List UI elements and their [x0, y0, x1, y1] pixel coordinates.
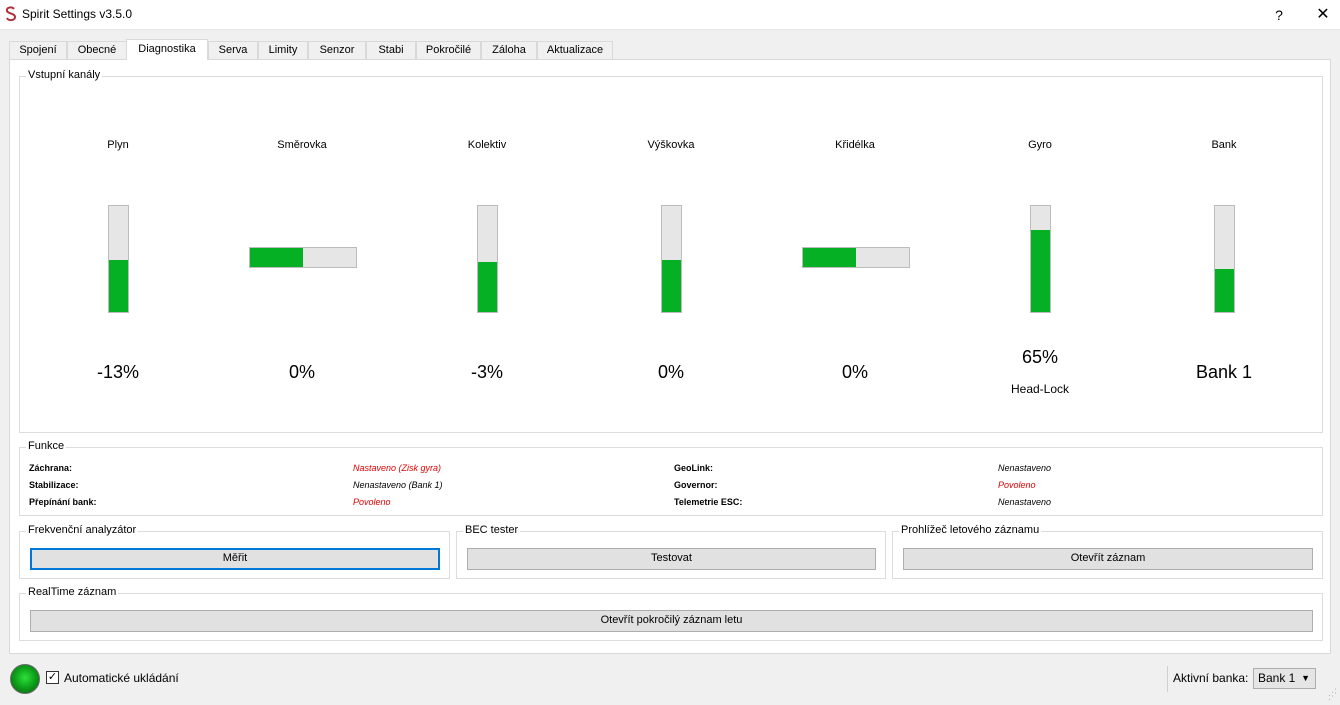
- rudder-bar: [249, 247, 357, 268]
- realtime-log-group: RealTime záznam Otevřít pokročilý záznam…: [19, 586, 1323, 641]
- bank-bar: [1214, 205, 1235, 313]
- flight-log-viewer-group: Prohlížeč letového záznamu Otevřít zázna…: [892, 524, 1323, 579]
- channel-value-bank: Bank 1: [1195, 362, 1253, 382]
- throttle-bar: [108, 205, 129, 313]
- flight-log-viewer-title: Prohlížeč letového záznamu: [899, 524, 1042, 536]
- autosave-label[interactable]: Automatické ukládání: [64, 671, 179, 685]
- elevator-bar-fill: [662, 260, 681, 312]
- function-value-rescue: Nastaveno (Zisk gyra): [353, 463, 442, 473]
- function-label-rescue: Záchrana:: [29, 463, 73, 473]
- function-label-bank-switching: Přepínání bank:: [29, 497, 97, 507]
- open-advanced-log-button[interactable]: Otevřít pokročilý záznam letu: [30, 610, 1313, 632]
- aileron-bar: [802, 247, 910, 268]
- channel-label-bank: Bank: [1211, 139, 1237, 151]
- channel-value-kridelka: 0%: [841, 362, 868, 382]
- active-bank-label: Aktivní banka:: [1173, 671, 1249, 685]
- tab-serva[interactable]: Serva: [208, 41, 258, 59]
- channel-value-plyn: -13%: [96, 362, 140, 382]
- frequency-analyzer-title: Frekvenční analyzátor: [26, 524, 139, 536]
- window-title: Spirit Settings v3.5.0: [22, 7, 133, 21]
- functions-title: Funkce: [26, 440, 67, 452]
- tab-obecne[interactable]: Obecné: [67, 41, 127, 59]
- tab-stabi[interactable]: Stabi: [366, 41, 416, 59]
- bec-tester-group: BEC tester Testovat: [456, 524, 886, 579]
- realtime-log-title: RealTime záznam: [26, 586, 119, 598]
- autosave-checkbox[interactable]: ✓: [46, 671, 59, 684]
- collective-bar: [477, 205, 498, 313]
- measure-button[interactable]: Měřit: [30, 548, 440, 570]
- channel-label-kridelka: Křidélka: [835, 139, 875, 151]
- active-bank-select[interactable]: Bank 1 ▼: [1253, 668, 1316, 689]
- chevron-down-icon: ▼: [1301, 673, 1310, 683]
- elevator-bar: [661, 205, 682, 313]
- tab-pokrocile[interactable]: Pokročilé: [416, 41, 481, 59]
- tab-aktualizace[interactable]: Aktualizace: [537, 41, 613, 59]
- footer-divider: [1167, 666, 1168, 692]
- function-value-geolink: Nenastaveno: [998, 463, 1052, 473]
- channel-label-plyn: Plyn: [107, 139, 129, 151]
- function-label-governor: Governor:: [674, 480, 718, 490]
- tab-spojeni[interactable]: Spojení: [9, 41, 67, 59]
- bank-bar-fill: [1215, 268, 1234, 312]
- function-value-bank-switching: Povoleno: [353, 497, 391, 507]
- channel-value-kolektiv: -3%: [470, 362, 503, 382]
- channel-label-vyskovka: Výškovka: [647, 139, 695, 151]
- channel-label-smerovka: Směrovka: [277, 139, 327, 151]
- function-value-stabilization: Nenastaveno (Bank 1): [353, 480, 443, 490]
- spirit-logo-icon: [5, 6, 17, 22]
- function-label-stabilization: Stabilizace:: [29, 480, 79, 490]
- active-bank-value: Bank 1: [1258, 671, 1296, 685]
- gyro-mode-label: Head-Lock: [1010, 382, 1070, 396]
- tab-senzor[interactable]: Senzor: [308, 41, 366, 59]
- collective-bar-fill: [478, 262, 497, 312]
- connection-status-led-icon: [10, 664, 40, 694]
- input-channels-title: Vstupní kanály: [26, 69, 103, 81]
- aileron-bar-fill: [803, 248, 856, 267]
- open-log-button[interactable]: Otevřít záznam: [903, 548, 1313, 570]
- title-bar: Spirit Settings v3.5.0 ? ✕: [0, 0, 1340, 30]
- frequency-analyzer-group: Frekvenční analyzátor Měřit: [19, 524, 450, 579]
- bec-tester-title: BEC tester: [463, 524, 521, 536]
- help-button[interactable]: ?: [1275, 7, 1283, 23]
- function-value-esc-telemetry: Nenastaveno: [998, 497, 1052, 507]
- gyro-bar-fill: [1031, 230, 1050, 312]
- throttle-bar-fill: [109, 260, 128, 312]
- resize-grip-icon[interactable]: ⋰ ⋰: [1328, 687, 1337, 701]
- function-label-esc-telemetry: Telemetrie ESC:: [674, 497, 743, 507]
- function-label-geolink: GeoLink:: [674, 463, 714, 473]
- rudder-bar-fill: [250, 248, 303, 267]
- channel-value-smerovka: 0%: [288, 362, 315, 382]
- input-channels-group: Vstupní kanály Plyn -13% Směrovka 0% Kol…: [19, 69, 1323, 433]
- functions-group: Funkce Záchrana: Nastaveno (Zisk gyra) S…: [19, 440, 1323, 516]
- function-value-governor: Povoleno: [998, 480, 1036, 490]
- test-button[interactable]: Testovat: [467, 548, 876, 570]
- tab-limity[interactable]: Limity: [258, 41, 308, 59]
- close-button[interactable]: ✕: [1316, 6, 1330, 23]
- channel-label-gyro: Gyro: [1028, 139, 1052, 151]
- tab-zaloha[interactable]: Záloha: [481, 41, 537, 59]
- tab-diagnostika[interactable]: Diagnostika: [126, 39, 208, 60]
- channel-value-gyro: 65%: [1021, 347, 1059, 367]
- channel-label-kolektiv: Kolektiv: [467, 139, 507, 151]
- channel-value-vyskovka: 0%: [657, 362, 684, 382]
- gyro-bar: [1030, 205, 1051, 313]
